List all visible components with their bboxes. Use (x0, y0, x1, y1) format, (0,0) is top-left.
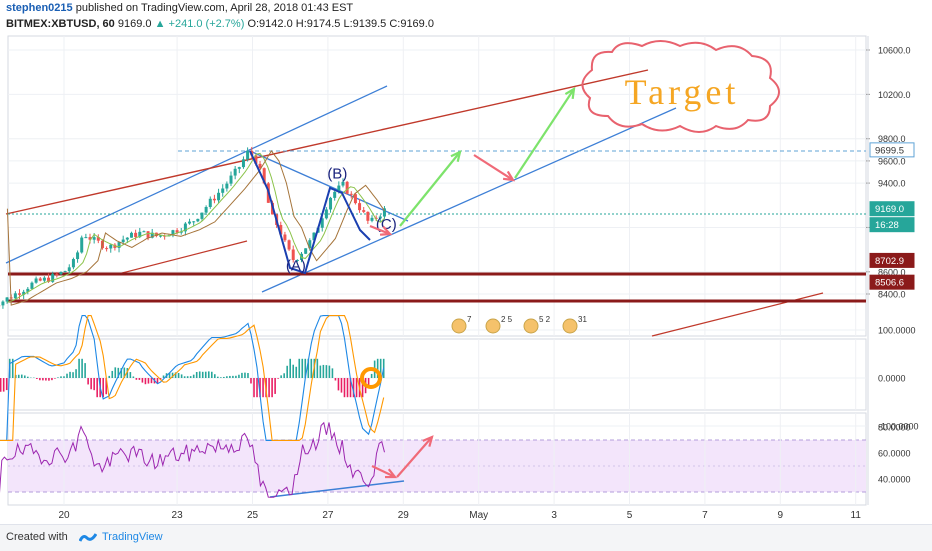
tradingview-brand-link[interactable]: TradingView (102, 531, 163, 543)
candle-body (234, 169, 237, 176)
candle-body (196, 219, 199, 221)
candle-body (283, 235, 286, 241)
x-tick-label: 11 (851, 510, 862, 521)
rsi-tick-label: 40.0000 (878, 475, 911, 485)
tradingview-logo-icon (79, 532, 97, 543)
macd-tick-label: 100.0000 (878, 326, 916, 336)
candle-body (64, 271, 67, 272)
economic-event-icon (486, 319, 500, 333)
x-tick-label: May (469, 510, 488, 521)
y-tick-label: 8400.0 (878, 290, 906, 300)
candle-body (288, 240, 291, 249)
x-tick-label: 25 (247, 510, 259, 521)
candle-body (109, 245, 112, 249)
candle-body (142, 231, 145, 232)
candle-body (130, 233, 133, 238)
economic-event-icon (524, 319, 538, 333)
rsi-band (8, 440, 866, 492)
economic-event-count: 2 5 (501, 315, 513, 324)
economic-event-icon (563, 319, 577, 333)
candle-body (80, 238, 83, 253)
created-with-label: Created with (6, 531, 68, 543)
economic-event-count: 31 (578, 315, 587, 324)
candle-body (200, 213, 203, 219)
y-tick-label: 10200.0 (878, 90, 911, 100)
candle-body (325, 209, 328, 218)
candle-body (6, 297, 9, 301)
candle-body (59, 272, 62, 274)
candle-body (350, 194, 353, 195)
candle-body (1, 302, 4, 306)
wave-label: (A) (286, 258, 306, 275)
candle-body (230, 176, 233, 184)
x-tick-label: 3 (551, 510, 557, 521)
candle-body (18, 293, 21, 295)
candle-body (354, 194, 357, 203)
candle-body (238, 167, 241, 169)
x-tick-label: 9 (778, 510, 784, 521)
candle-body (84, 237, 87, 238)
x-tick-label: 5 (627, 510, 633, 521)
candle-body (188, 222, 191, 224)
rsi-tick-label: 80.0000 (878, 423, 911, 433)
candle-body (43, 278, 46, 281)
x-tick-label: 27 (322, 510, 334, 521)
price-axis-tag-label: 9169.0 (875, 204, 904, 215)
candle-body (333, 192, 336, 198)
candle-body (159, 236, 162, 237)
candle-body (371, 218, 374, 221)
candle-body (242, 159, 245, 167)
price-axis-tag-label: 16:28 (875, 220, 899, 231)
candle-body (358, 203, 361, 210)
candle-body (209, 199, 212, 207)
candle-body (76, 252, 79, 259)
candle-body (105, 248, 108, 249)
candle-body (134, 233, 137, 237)
candle-body (55, 274, 58, 275)
candle-body (93, 237, 96, 240)
candle-body (221, 188, 224, 192)
candle-body (35, 278, 38, 282)
y-tick-label: 9600.0 (878, 156, 906, 166)
candle-body (14, 293, 17, 298)
candle-body (118, 242, 121, 248)
candle-body (329, 198, 332, 210)
price-axis-tag-label: 9699.5 (875, 145, 904, 156)
x-tick-label: 23 (172, 510, 184, 521)
candle-body (147, 231, 150, 238)
x-tick-label: 7 (702, 510, 708, 521)
candle-body (126, 238, 129, 240)
economic-event-count: 7 (467, 315, 472, 324)
candle-body (304, 248, 307, 254)
candle-body (346, 182, 349, 194)
candle-body (192, 221, 195, 222)
candle-body (68, 267, 71, 271)
x-tick-label: 20 (58, 510, 70, 521)
y-tick-label: 9400.0 (878, 179, 906, 189)
target-annotation: Target (625, 72, 740, 112)
price-axis-tag-label: 8702.9 (875, 256, 904, 267)
macd-tick-label: 0.0000 (878, 374, 906, 384)
candle-body (362, 210, 365, 212)
candle-body (366, 212, 369, 221)
panel-frame-2 (8, 339, 866, 410)
candle-body (246, 151, 249, 159)
candle-body (30, 283, 33, 289)
rsi-tick-label: 60.0000 (878, 449, 911, 459)
footer: Created with TradingView (0, 524, 932, 551)
candle-body (72, 259, 75, 267)
economic-event-icon (452, 319, 466, 333)
candle-body (122, 240, 125, 243)
economic-event-count: 5 2 (539, 315, 551, 324)
y-tick-label: 10600.0 (878, 46, 911, 56)
candle-body (225, 184, 228, 189)
x-tick-label: 29 (398, 510, 410, 521)
candle-body (217, 193, 220, 201)
wave-label: (B) (327, 166, 347, 183)
price-axis-tag-label: 8506.6 (875, 278, 904, 289)
candle-body (213, 199, 216, 201)
candle-body (39, 278, 42, 280)
candle-body (205, 207, 208, 213)
